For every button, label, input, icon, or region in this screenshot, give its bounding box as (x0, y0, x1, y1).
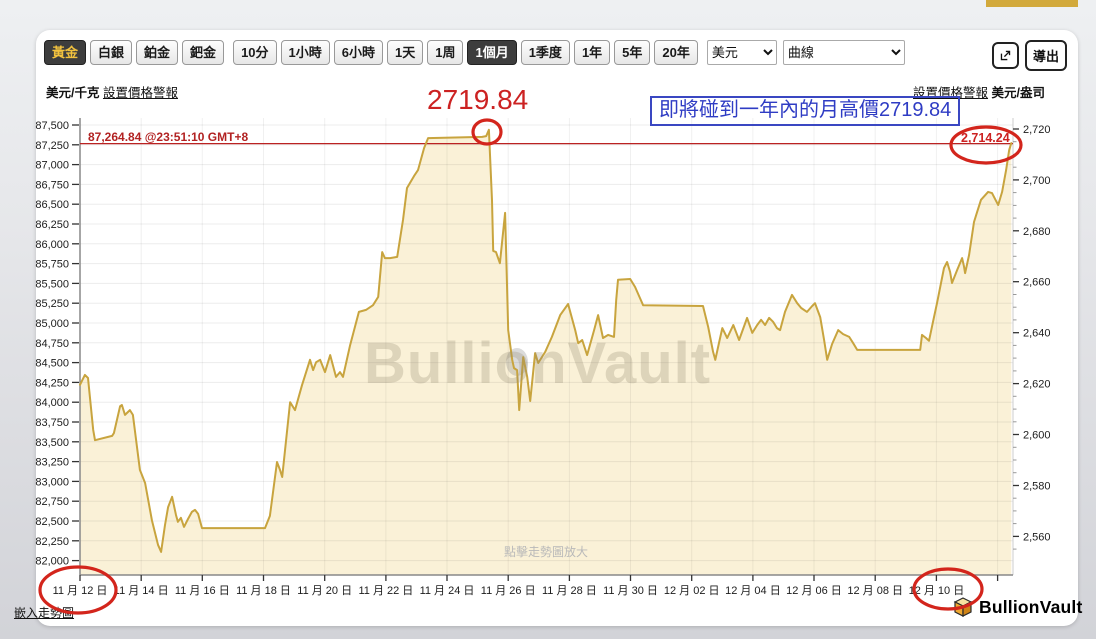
x-axis-tick-label: 12 月 06 日 (786, 585, 842, 597)
toolbar-right-buttons: 導出 (992, 40, 1068, 71)
right-axis-unit-label: 美元/盎司 (991, 86, 1045, 100)
y-axis-left-tick-label: 83,750 (35, 417, 69, 429)
left-axis-unit-label: 美元/千克 (46, 86, 100, 100)
y-axis-left-tick-label: 83,000 (35, 476, 69, 488)
peak-value-callout: 2719.84 (427, 84, 529, 115)
y-axis-left-tick-label: 86,500 (35, 199, 69, 211)
y-axis-left-tick-label: 86,250 (35, 219, 69, 231)
y-axis-right-tick-label: 2,560 (1023, 531, 1051, 543)
embed-chart-link[interactable]: 嵌入走勢圖 (14, 606, 75, 620)
external-link-icon (1000, 50, 1011, 61)
brand-logo-text: BullionVault (979, 596, 1083, 617)
alarm-line-label: 87,264.84 @23:51:10 GMT+8 (88, 130, 249, 144)
y-axis-left-tick-label: 82,250 (35, 536, 69, 548)
left-price-alert-link[interactable]: 設置價格警報 (102, 86, 178, 100)
y-axis-left-tick-label: 84,500 (35, 358, 69, 370)
x-axis-tick-label: 11 月 16 日 (175, 585, 230, 597)
range-button-group: 10分 1小時 6小時 1天 1周 1個月 1季度 1年 5年 20年 (233, 40, 698, 65)
x-axis-tick-label: 11 月 22 日 (358, 585, 413, 597)
y-axis-left-tick-label: 83,250 (35, 457, 69, 469)
y-axis-left-tick-label: 87,250 (35, 140, 69, 152)
x-axis-tick-label: 11 月 26 日 (481, 585, 536, 597)
x-axis-tick-label: 12 月 08 日 (847, 585, 903, 597)
y-axis-left-tick-label: 85,500 (35, 278, 69, 290)
metal-button-1[interactable]: 黃金 (44, 40, 87, 65)
range-button-5[interactable]: 1周 (427, 40, 464, 65)
x-axis-tick-label: 11 月 18 日 (236, 585, 291, 597)
x-axis-tick-label: 11 月 30 日 (603, 585, 658, 597)
y-axis-left-tick-label: 86,000 (35, 239, 69, 251)
x-axis-tick-label: 11 月 24 日 (420, 585, 475, 597)
y-axis-left-tick-label: 84,750 (35, 338, 69, 350)
range-button-4[interactable]: 1天 (387, 40, 424, 65)
metal-button-group: 黃金 白銀 鉑金 鈀金 (44, 40, 225, 65)
y-axis-left-tick-label: 84,250 (35, 377, 69, 389)
open-external-button[interactable] (992, 42, 1019, 69)
y-axis-left-tick-label: 83,500 (35, 437, 69, 449)
range-button-8[interactable]: 1年 (573, 40, 611, 65)
brand-logo: BullionVault (951, 595, 1083, 619)
chart-zoom-hint: 點擊走勢圖放大 (503, 545, 589, 559)
y-axis-left-tick-label: 84,000 (35, 397, 69, 409)
y-axis-left-tick-label: 87,000 (35, 160, 69, 172)
y-axis-left-tick-label: 86,750 (35, 179, 69, 191)
y-axis-left-tick-label: 87,500 (35, 120, 69, 132)
current-price-label: 2,714.24 (961, 131, 1010, 145)
y-axis-right-tick-label: 2,640 (1023, 328, 1051, 340)
range-button-10[interactable]: 20年 (654, 40, 698, 65)
gold-price-line (79, 128, 1013, 553)
y-axis-left-tick-label: 82,750 (35, 496, 69, 508)
y-axis-left-tick-label: 82,500 (35, 516, 69, 528)
metal-button-4[interactable]: 鈀金 (182, 40, 225, 65)
range-button-3[interactable]: 6小時 (333, 40, 383, 65)
y-axis-right-tick-label: 2,620 (1023, 379, 1051, 391)
top-gold-accent-bar (986, 0, 1078, 7)
y-axis-left-tick-label: 85,000 (35, 318, 69, 330)
y-axis-left-tick-label: 82,000 (35, 556, 69, 568)
metal-button-3[interactable]: 鉑金 (136, 40, 179, 65)
x-axis-tick-label: 12 月 02 日 (664, 585, 720, 597)
x-axis-tick-label: 11 月 28 日 (542, 585, 597, 597)
y-axis-right-tick-label: 2,580 (1023, 481, 1051, 493)
range-button-7[interactable]: 1季度 (520, 40, 570, 65)
range-button-2[interactable]: 1小時 (280, 40, 330, 65)
range-button-6[interactable]: 1個月 (467, 40, 517, 65)
y-axis-left-tick-label: 85,750 (35, 259, 69, 271)
x-axis-tick-label: 12 月 04 日 (725, 585, 781, 597)
metal-button-2[interactable]: 白銀 (90, 40, 133, 65)
left-axis-header: 美元/千克 設置價格警報 (46, 82, 178, 101)
gold-cube-icon (953, 597, 973, 617)
y-axis-right-tick-label: 2,680 (1023, 226, 1051, 238)
export-button[interactable]: 導出 (1025, 40, 1068, 71)
y-axis-right-tick-label: 2,720 (1023, 124, 1051, 136)
currency-select[interactable]: 美元 (706, 40, 777, 65)
range-button-1[interactable]: 10分 (233, 40, 277, 65)
y-axis-right-tick-label: 2,700 (1023, 175, 1051, 187)
y-axis-right-tick-label: 2,660 (1023, 277, 1051, 289)
chart-toolbar: 黃金 白銀 鉑金 鈀金 10分 1小時 6小時 1天 1周 1個月 1季度 1年 5年 20年 美元 曲… (44, 40, 911, 65)
y-axis-left-tick-label: 85,250 (35, 298, 69, 310)
annotation-note-box: 即將碰到一年內的月高價2719.84 (650, 96, 961, 126)
y-axis-right-tick-label: 2,600 (1023, 430, 1051, 442)
x-axis-tick-label: 11 月 12 日 (53, 585, 108, 597)
range-button-9[interactable]: 5年 (614, 40, 651, 65)
x-axis-tick-label: 11 月 20 日 (297, 585, 352, 597)
x-axis-tick-label: 11 月 14 日 (114, 585, 169, 597)
chart-style-select[interactable]: 曲線 (782, 40, 905, 65)
